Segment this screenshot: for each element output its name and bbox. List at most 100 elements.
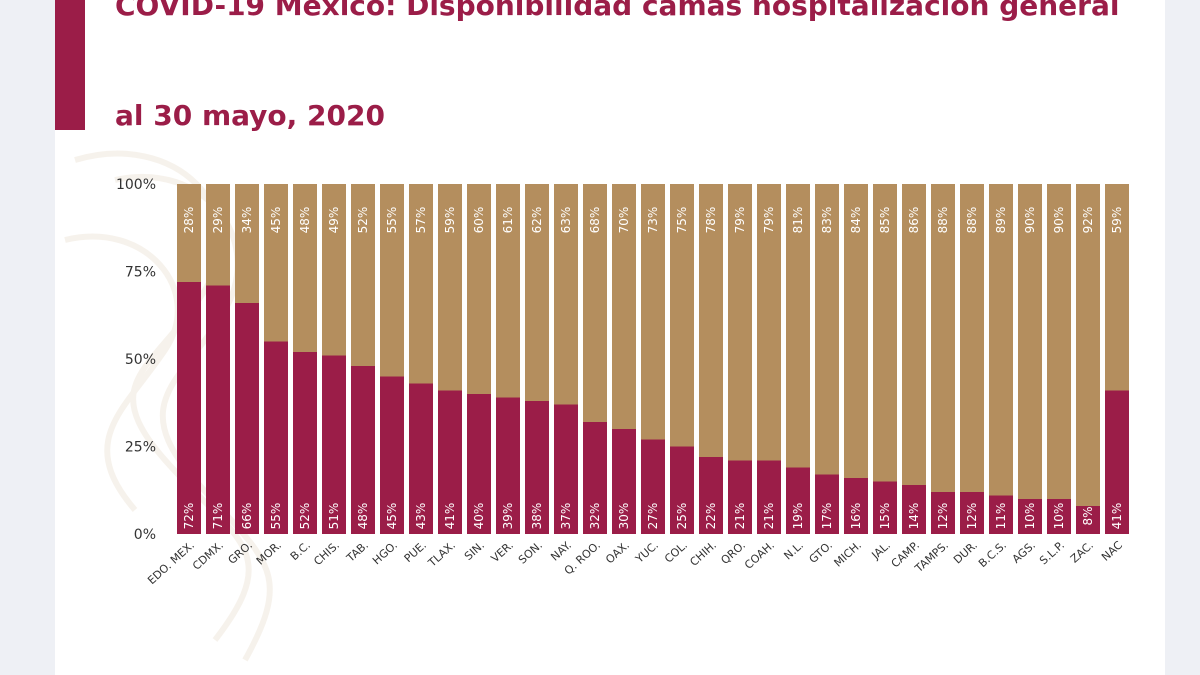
x-axis: EDO. MEX.CDMX. GRO.MOR. B.C.CHIS. TAB. HGO. P… bbox=[145, 538, 1125, 587]
bar-occupied bbox=[409, 383, 433, 534]
data-label-available: 75% bbox=[675, 207, 689, 234]
bar-occupied bbox=[235, 303, 259, 534]
bar-available bbox=[496, 184, 520, 398]
data-label-occupied: 43% bbox=[414, 503, 428, 530]
data-label-available: 57% bbox=[414, 207, 428, 234]
data-label-occupied: 10% bbox=[1023, 503, 1037, 530]
bar-occupied bbox=[438, 390, 462, 534]
data-label-occupied: 25% bbox=[675, 503, 689, 530]
data-label-occupied: 66% bbox=[240, 503, 254, 530]
data-label-available: 60% bbox=[472, 207, 486, 234]
data-label-available: 79% bbox=[762, 207, 776, 234]
x-tick-label: S.L.P. bbox=[1037, 539, 1067, 568]
data-label-occupied: 48% bbox=[356, 503, 370, 530]
bar-available bbox=[1047, 184, 1071, 499]
bar-available bbox=[206, 184, 230, 286]
bar-available bbox=[873, 184, 897, 482]
bar-occupied bbox=[177, 282, 201, 534]
data-label-occupied: 14% bbox=[907, 503, 921, 530]
data-label-occupied: 39% bbox=[501, 503, 515, 530]
x-tick-label: B.C.S. bbox=[976, 539, 1009, 571]
bar-occupied bbox=[1047, 499, 1071, 534]
data-label-available: 90% bbox=[1023, 207, 1037, 234]
data-label-occupied: 41% bbox=[1110, 503, 1124, 530]
data-label-available: 62% bbox=[530, 207, 544, 234]
data-label-occupied: 55% bbox=[269, 503, 283, 530]
data-label-available: 34% bbox=[240, 207, 254, 234]
bar-available bbox=[699, 184, 723, 457]
data-label-available: 28% bbox=[182, 207, 196, 234]
data-label-occupied: 40% bbox=[472, 503, 486, 530]
x-tick-label: SON. bbox=[516, 539, 545, 567]
y-tick-label: 50% bbox=[125, 352, 156, 368]
bar-available bbox=[902, 184, 926, 485]
bar-occupied bbox=[525, 401, 549, 534]
bar-occupied bbox=[1018, 499, 1042, 534]
chart-title: COVID-19 México: Disponibilidad camas ho… bbox=[115, 0, 1120, 22]
bar-occupied bbox=[989, 495, 1013, 534]
bar-occupied bbox=[844, 478, 868, 534]
bar-occupied bbox=[206, 285, 230, 534]
bar-available bbox=[786, 184, 810, 468]
data-label-available: 70% bbox=[617, 207, 631, 234]
data-label-occupied: 22% bbox=[704, 503, 718, 530]
y-tick-label: 25% bbox=[125, 440, 156, 456]
data-label-occupied: 12% bbox=[965, 503, 979, 530]
bar-available bbox=[989, 184, 1013, 496]
bar-available bbox=[583, 184, 607, 422]
data-label-occupied: 52% bbox=[298, 503, 312, 530]
data-label-available: 68% bbox=[588, 207, 602, 234]
bar-available bbox=[293, 184, 317, 352]
bar-occupied bbox=[670, 446, 694, 534]
bar-occupied bbox=[786, 467, 810, 534]
data-label-occupied: 45% bbox=[385, 503, 399, 530]
x-tick-label: HGO. bbox=[370, 539, 400, 568]
x-tick-label: CHIH. bbox=[687, 539, 719, 569]
bar-available bbox=[235, 184, 259, 303]
x-tick-label: CDMX. bbox=[190, 539, 226, 573]
x-tick-label: TAB. bbox=[343, 539, 371, 566]
x-tick-label: NAC bbox=[1099, 538, 1125, 563]
bar-occupied bbox=[264, 341, 288, 534]
x-tick-label: COAH. bbox=[742, 539, 777, 572]
bar-available bbox=[757, 184, 781, 461]
bar-occupied bbox=[641, 439, 665, 534]
bar-occupied bbox=[699, 457, 723, 534]
x-tick-label: ZAC. bbox=[1068, 539, 1096, 566]
data-label-available: 73% bbox=[646, 207, 660, 234]
data-label-available: 88% bbox=[936, 207, 950, 234]
bar-available bbox=[409, 184, 433, 384]
data-label-available: 59% bbox=[1110, 207, 1124, 234]
data-label-available: 79% bbox=[733, 207, 747, 234]
chart-subtitle: al 30 mayo, 2020 bbox=[115, 99, 385, 132]
bar-occupied bbox=[728, 460, 752, 534]
data-label-available: 61% bbox=[501, 207, 515, 234]
bar-available bbox=[525, 184, 549, 401]
data-label-available: 86% bbox=[907, 207, 921, 234]
bar-occupied bbox=[757, 460, 781, 534]
y-tick-label: 75% bbox=[125, 265, 156, 281]
bar-occupied bbox=[873, 481, 897, 534]
x-tick-label: VER. bbox=[489, 539, 516, 566]
bar-available bbox=[670, 184, 694, 447]
x-tick-label: B.C. bbox=[288, 539, 313, 564]
data-label-occupied: 10% bbox=[1052, 503, 1066, 530]
bar-occupied bbox=[612, 429, 636, 534]
data-label-available: 85% bbox=[878, 207, 892, 234]
bar-occupied bbox=[351, 366, 375, 534]
data-label-available: 81% bbox=[791, 207, 805, 234]
data-label-available: 84% bbox=[849, 207, 863, 234]
bar-occupied bbox=[322, 355, 346, 534]
data-label-occupied: 71% bbox=[211, 503, 225, 530]
data-label-occupied: 19% bbox=[791, 503, 805, 530]
bar-available bbox=[467, 184, 491, 394]
data-label-available: 78% bbox=[704, 207, 718, 234]
data-label-available: 49% bbox=[327, 207, 341, 234]
data-label-occupied: 21% bbox=[762, 503, 776, 530]
data-label-occupied: 12% bbox=[936, 503, 950, 530]
data-label-occupied: 16% bbox=[849, 503, 863, 530]
bar-occupied bbox=[1105, 390, 1129, 534]
bars-group: 72% 28% 71% 29% 66% 34% 55% 45% 52% 48% 51% 49% 48% 5… bbox=[177, 184, 1129, 534]
data-label-occupied: 17% bbox=[820, 503, 834, 530]
